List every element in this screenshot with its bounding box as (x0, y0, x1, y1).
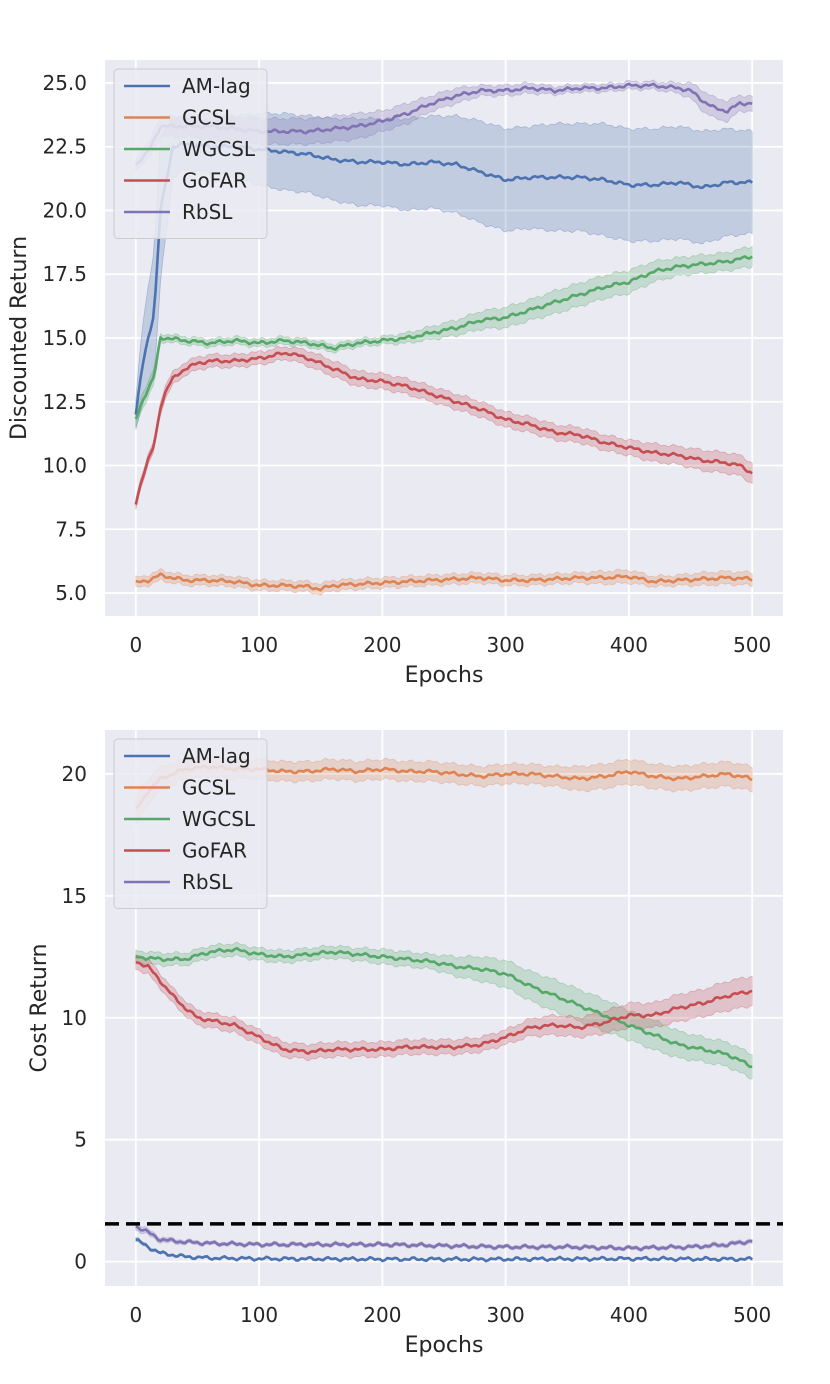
band-wgcsl (135, 245, 753, 427)
series-line-gofar (134, 351, 753, 505)
legend: AM-lag GCSL WGCSL GoFAR RbSL (113, 68, 268, 239)
y-tick-label: 20 (62, 762, 87, 786)
x-tick-label: 300 (487, 633, 525, 657)
band-gcsl (135, 568, 753, 596)
x-tick-label: 500 (733, 633, 771, 657)
legend-label-rbsl: RbSL (182, 870, 233, 894)
y-tick-label: 25.0 (42, 71, 87, 95)
x-axis-label: Epochs (405, 663, 484, 688)
x-tick-label: 200 (363, 1303, 401, 1327)
legend-frame (113, 68, 268, 239)
legend-label-wgcsl: WGCSL (182, 137, 256, 161)
y-tick-label: 10 (62, 1006, 87, 1030)
y-tick-label: 5 (74, 1128, 87, 1152)
series-line-wgcsl (134, 255, 753, 420)
y-axis-label: Discounted Return (7, 236, 32, 440)
legend-label-rbsl: RbSL (182, 200, 233, 224)
series-line-wgcsl (135, 946, 753, 1069)
legend-label-gcsl: GCSL (182, 776, 236, 800)
band-gofar (135, 954, 753, 1062)
cost-return-chart: 0 100 200 300 400 500 0 5 10 15 20 Epochs Cost Retur… (27, 730, 783, 1358)
y-tick-label: 20.0 (42, 198, 87, 222)
legend-label-gcsl: GCSL (182, 106, 236, 130)
legend-label-gofar: GoFAR (182, 169, 247, 193)
x-axis-label: Epochs (405, 1333, 484, 1358)
legend-label-gofar: GoFAR (182, 839, 247, 863)
x-tick-label: 300 (487, 1303, 525, 1327)
x-tick-label: 400 (610, 1303, 648, 1327)
discounted-return-chart: 0 100 200 300 400 500 5.0 7.5 10.0 12.5 15.0 17.5 20… (7, 60, 783, 688)
y-tick-label: 10.0 (42, 454, 87, 478)
x-tick-label: 0 (129, 633, 142, 657)
x-tick-label: 100 (240, 633, 278, 657)
y-tick-label: 7.5 (55, 517, 87, 541)
series-line-am-lag (135, 1238, 754, 1263)
x-tick-label: 400 (610, 633, 648, 657)
series-line-gcsl (135, 572, 753, 592)
x-tick-label: 200 (363, 633, 401, 657)
legend-label-am-lag: AM-lag (182, 744, 251, 768)
x-tick-label: 100 (240, 1303, 278, 1327)
series-line-gofar (135, 961, 753, 1055)
legend-label-wgcsl: WGCSL (182, 807, 256, 831)
y-tick-label: 5.0 (55, 581, 87, 605)
legend-label-am-lag: AM-lag (182, 74, 251, 98)
band-gcsl (135, 755, 753, 825)
y-tick-label: 22.5 (42, 135, 87, 159)
legend-frame (113, 738, 268, 909)
series-line-rbsl (135, 1225, 753, 1252)
legend: AM-lag GCSL WGCSL GoFAR RbSL (113, 738, 268, 909)
x-tick-label: 500 (733, 1303, 771, 1327)
band-am-lag (135, 111, 753, 430)
y-tick-label: 15 (62, 884, 87, 908)
y-tick-label: 17.5 (42, 262, 87, 286)
y-tick-label: 0 (74, 1250, 87, 1274)
y-tick-label: 15.0 (42, 326, 87, 350)
y-tick-label: 12.5 (42, 390, 87, 414)
y-axis-label: Cost Return (27, 944, 52, 1073)
x-tick-label: 0 (129, 1303, 142, 1327)
